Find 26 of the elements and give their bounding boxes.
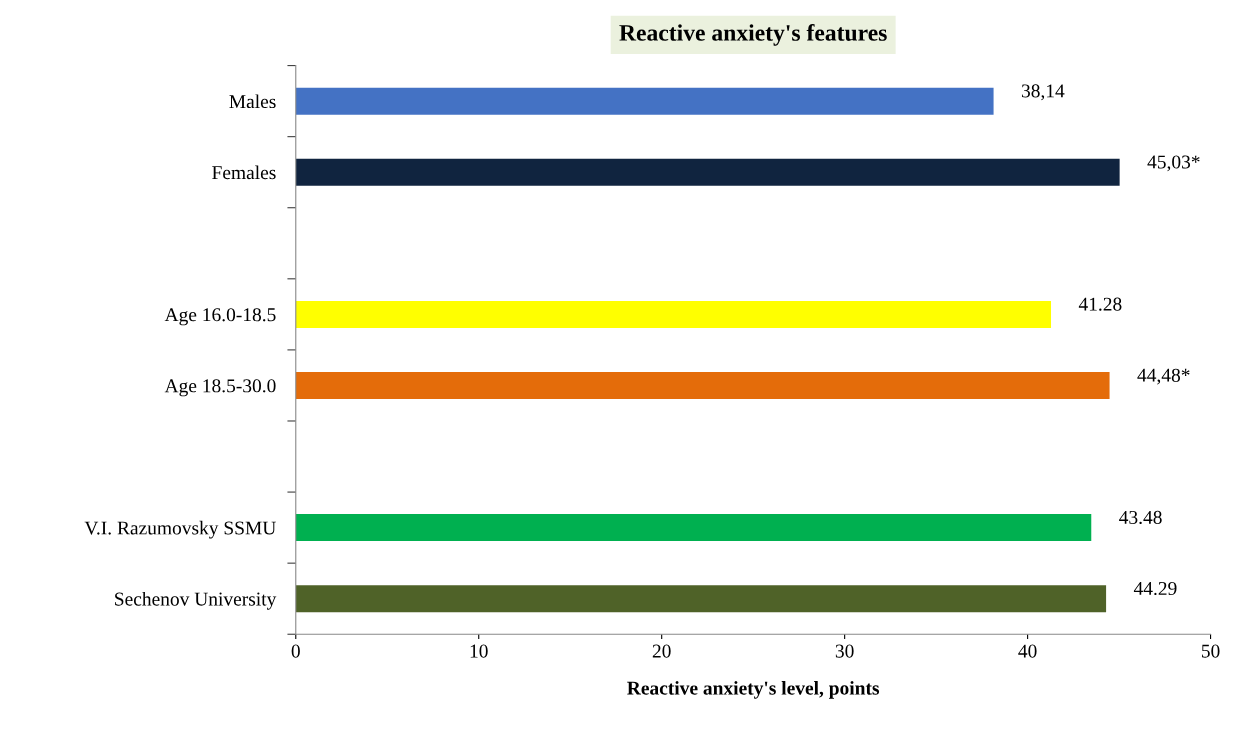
y-tick-label: Age 18.5-30.0 [164, 379, 276, 397]
data-label: 45,03* [1147, 155, 1200, 172]
x-tick-label: 20 [652, 644, 671, 658]
y-tick-label: Age 16.0-18.5 [164, 308, 276, 326]
x-tick-label: 50 [1201, 644, 1220, 658]
data-label: 41.28 [1078, 297, 1122, 311]
y-tick-label: Females [212, 165, 276, 180]
bar [295, 87, 994, 115]
x-tick-label: 10 [470, 644, 488, 658]
x-tick-label: 40 [1018, 644, 1037, 658]
y-tick-label: V.I. Razumovsky SSMU [84, 520, 276, 539]
data-label: 44.29 [1133, 581, 1177, 596]
x-axis-title: Reactive anxiety's level, points [627, 681, 880, 699]
y-tick-label: Sechenov University [115, 591, 277, 610]
data-label: 44,48* [1137, 368, 1190, 385]
chart-title: Reactive anxiety's features [619, 23, 887, 46]
x-tick-label: 0 [291, 644, 300, 658]
y-tick-label: Males [229, 94, 276, 109]
bar [295, 300, 1052, 328]
x-tick-label: 30 [835, 644, 854, 658]
bar [295, 371, 1110, 399]
bar [295, 158, 1120, 186]
data-label: 43.48 [1119, 510, 1162, 525]
bar [295, 514, 1092, 542]
data-label: 38,14 [1021, 84, 1065, 101]
bar [295, 585, 1107, 613]
